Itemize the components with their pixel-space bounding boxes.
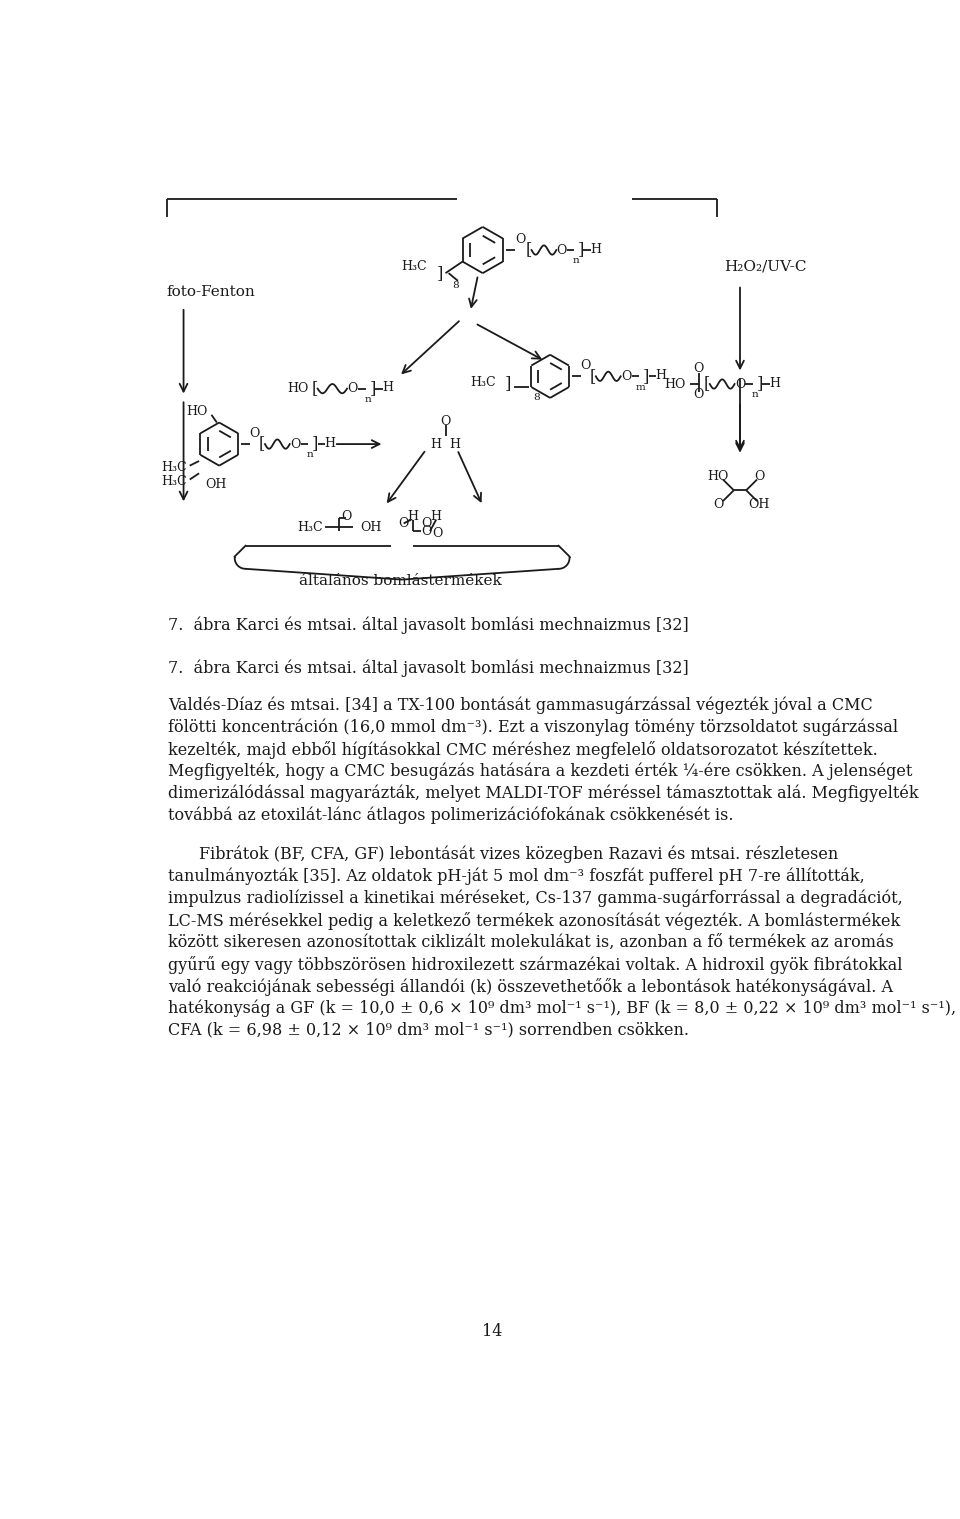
Text: H₃C: H₃C: [401, 260, 427, 273]
Text: [: [: [704, 375, 710, 392]
Text: ]: ]: [370, 380, 376, 396]
Text: dimerizálódással magyarázták, melyet MALDI-TOF méréssel támasztottak alá. Megfig: dimerizálódással magyarázták, melyet MAL…: [168, 784, 919, 802]
Text: tanulmányozták [35]. Az oldatok pH-ját 5 mol dm⁻³ foszfát pufferel pH 7-re állít: tanulmányozták [35]. Az oldatok pH-ját 5…: [168, 867, 865, 886]
Text: Valdés-Díaz és mtsai. [34] a TX-100 bontását gammasugárzással végezték jóval a C: Valdés-Díaz és mtsai. [34] a TX-100 bont…: [168, 697, 873, 714]
Text: OH: OH: [205, 477, 227, 491]
Text: n: n: [572, 257, 579, 266]
Text: ]: ]: [312, 436, 319, 453]
Text: HO: HO: [664, 378, 685, 390]
Text: H: H: [590, 243, 601, 255]
Text: 8: 8: [533, 393, 540, 403]
Text: OH: OH: [749, 498, 770, 510]
Text: ]: ]: [437, 264, 444, 281]
Text: HO: HO: [708, 469, 729, 483]
Text: O: O: [694, 362, 704, 375]
Text: O: O: [250, 427, 260, 441]
Text: fölötti koncentráción (16,0 mmol dm⁻³). Ezt a viszonylag tömény törzsoldatot sug: fölötti koncentráción (16,0 mmol dm⁻³). …: [168, 718, 899, 737]
Text: gyűrű egy vagy többszörösen hidroxilezett származékai voltak. A hidroxil gyök fi: gyűrű egy vagy többszörösen hidroxilezet…: [168, 955, 902, 974]
Text: általános bomlástermékek: általános bomlástermékek: [300, 574, 502, 588]
Text: H₃C: H₃C: [470, 377, 496, 389]
Text: O: O: [581, 358, 591, 372]
Text: n: n: [752, 390, 758, 399]
Text: [: [: [259, 436, 265, 453]
Text: H₃C: H₃C: [161, 460, 186, 474]
Text: foto-Fenton: foto-Fenton: [166, 284, 255, 299]
Text: O: O: [420, 524, 431, 538]
Text: HO: HO: [287, 383, 308, 395]
Text: H₂O₂/UV-C: H₂O₂/UV-C: [725, 260, 807, 273]
Text: H₃C: H₃C: [161, 474, 186, 488]
Text: [: [: [311, 380, 318, 396]
Text: Fibrátok (BF, CFA, GF) lebontását vizes közegben Razavi és mtsai. részletesen: Fibrátok (BF, CFA, GF) lebontását vizes …: [199, 846, 838, 863]
Text: H: H: [656, 369, 666, 383]
Text: O: O: [348, 383, 358, 395]
Text: hatékonyság a GF (k = 10,0 ± 0,6 × 10⁹ dm³ mol⁻¹ s⁻¹), BF (k = 8,0 ± 0,22 × 10⁹ : hatékonyság a GF (k = 10,0 ± 0,6 × 10⁹ d…: [168, 1000, 956, 1018]
Text: m: m: [636, 383, 646, 392]
Text: O: O: [713, 498, 724, 510]
Text: CFA (k = 6,98 ± 0,12 × 10⁹ dm³ mol⁻¹ s⁻¹) sorrendben csökken.: CFA (k = 6,98 ± 0,12 × 10⁹ dm³ mol⁻¹ s⁻¹…: [168, 1021, 689, 1039]
Text: való reakciójának sebességi állandói (k) összevethetőők a lebontások hatékonyság: való reakciójának sebességi állandói (k)…: [168, 978, 893, 995]
Text: O: O: [398, 516, 409, 530]
Text: 7.  ábra Karci és mtsai. által javasolt bomlási mechnaizmus [32]: 7. ábra Karci és mtsai. által javasolt b…: [168, 659, 688, 677]
Text: O: O: [557, 243, 567, 257]
Text: H: H: [431, 437, 442, 451]
Text: H: H: [407, 510, 419, 523]
Text: 14: 14: [482, 1323, 502, 1340]
Text: [: [: [589, 368, 596, 384]
Text: H: H: [324, 437, 336, 450]
Text: O: O: [290, 437, 300, 451]
Text: O: O: [734, 378, 745, 390]
Text: n: n: [306, 450, 313, 459]
Text: O: O: [516, 232, 526, 246]
Text: O: O: [341, 510, 351, 523]
Text: n: n: [365, 395, 372, 404]
Text: 8: 8: [452, 281, 459, 290]
Text: ]: ]: [643, 368, 650, 384]
Text: ]: ]: [757, 375, 763, 392]
Text: H: H: [449, 437, 460, 451]
Text: LC-MS mérésekkel pedig a keletkező termékek azonosítását végezték. A bomlástermé: LC-MS mérésekkel pedig a keletkező termé…: [168, 911, 900, 930]
Text: Megfigyelték, hogy a CMC besugázás hatására a kezdeti érték ¼-ére csökken. A jel: Megfigyelték, hogy a CMC besugázás hatás…: [168, 763, 912, 779]
Text: O: O: [755, 469, 764, 483]
Text: HO: HO: [186, 406, 207, 418]
Text: H: H: [382, 381, 393, 395]
Text: [: [: [525, 242, 532, 258]
Text: ]: ]: [578, 242, 585, 258]
Text: O: O: [694, 389, 704, 401]
Text: OH: OH: [360, 521, 382, 533]
Text: O: O: [621, 369, 632, 383]
Text: H₃C: H₃C: [298, 521, 324, 533]
Text: között sikeresen azonosítottak ciklizált molekulákat is, azonban a fő termékek a: között sikeresen azonosítottak ciklizált…: [168, 934, 894, 951]
Text: H: H: [769, 377, 780, 390]
Text: továbbá az etoxilát-lánc átlagos polimerizációfokának csökkenését is.: továbbá az etoxilát-lánc átlagos polimer…: [168, 807, 733, 823]
Text: 7.  ábra Karci és mtsai. által javasolt bomlási mechnaizmus [32]: 7. ábra Karci és mtsai. által javasolt b…: [168, 617, 688, 633]
Text: kezelték, majd ebből hígításokkal CMC méréshez megfelelő oldatsorozatot készítet: kezelték, majd ebből hígításokkal CMC mé…: [168, 741, 877, 758]
Text: O: O: [420, 516, 431, 530]
Text: O: O: [441, 415, 450, 428]
Text: H: H: [431, 510, 442, 523]
Text: ]: ]: [505, 375, 512, 392]
Text: impulzus radiolízissel a kinetikai méréseket, Cs-137 gamma-sugárforrással a degr: impulzus radiolízissel a kinetikai mérés…: [168, 890, 902, 907]
Text: O: O: [433, 527, 443, 539]
